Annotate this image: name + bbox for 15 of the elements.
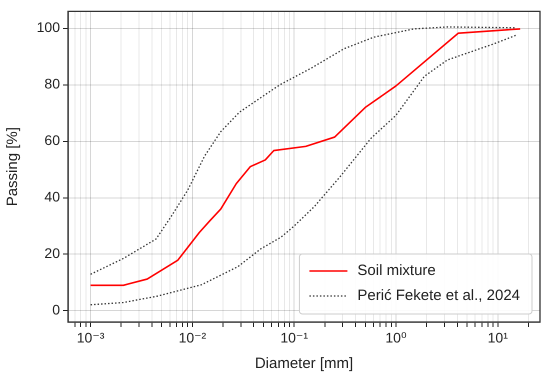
- y-tick-label: 60: [44, 132, 60, 148]
- y-tick-label: 40: [44, 188, 60, 205]
- legend-label: Soil mixture: [357, 262, 436, 280]
- legend-label: Perić Fekete et al., 2024: [357, 287, 520, 304]
- y-tick-label: 100: [36, 19, 60, 36]
- x-tick-label: 10⁰: [385, 329, 407, 346]
- x-tick-label: 10⁻¹: [280, 329, 308, 346]
- y-tick-label: 0: [52, 302, 60, 318]
- x-tick-label: 10⁻³: [76, 329, 105, 346]
- x-tick-label: 10⁻²: [178, 329, 207, 346]
- x-axis-title: Diameter [mm]: [254, 355, 354, 372]
- x-tick-label: 10¹: [488, 329, 508, 346]
- y-tick-label: 80: [44, 76, 60, 92]
- y-axis-title: Passing [%]: [4, 127, 22, 206]
- y-tick-label: 20: [44, 245, 60, 262]
